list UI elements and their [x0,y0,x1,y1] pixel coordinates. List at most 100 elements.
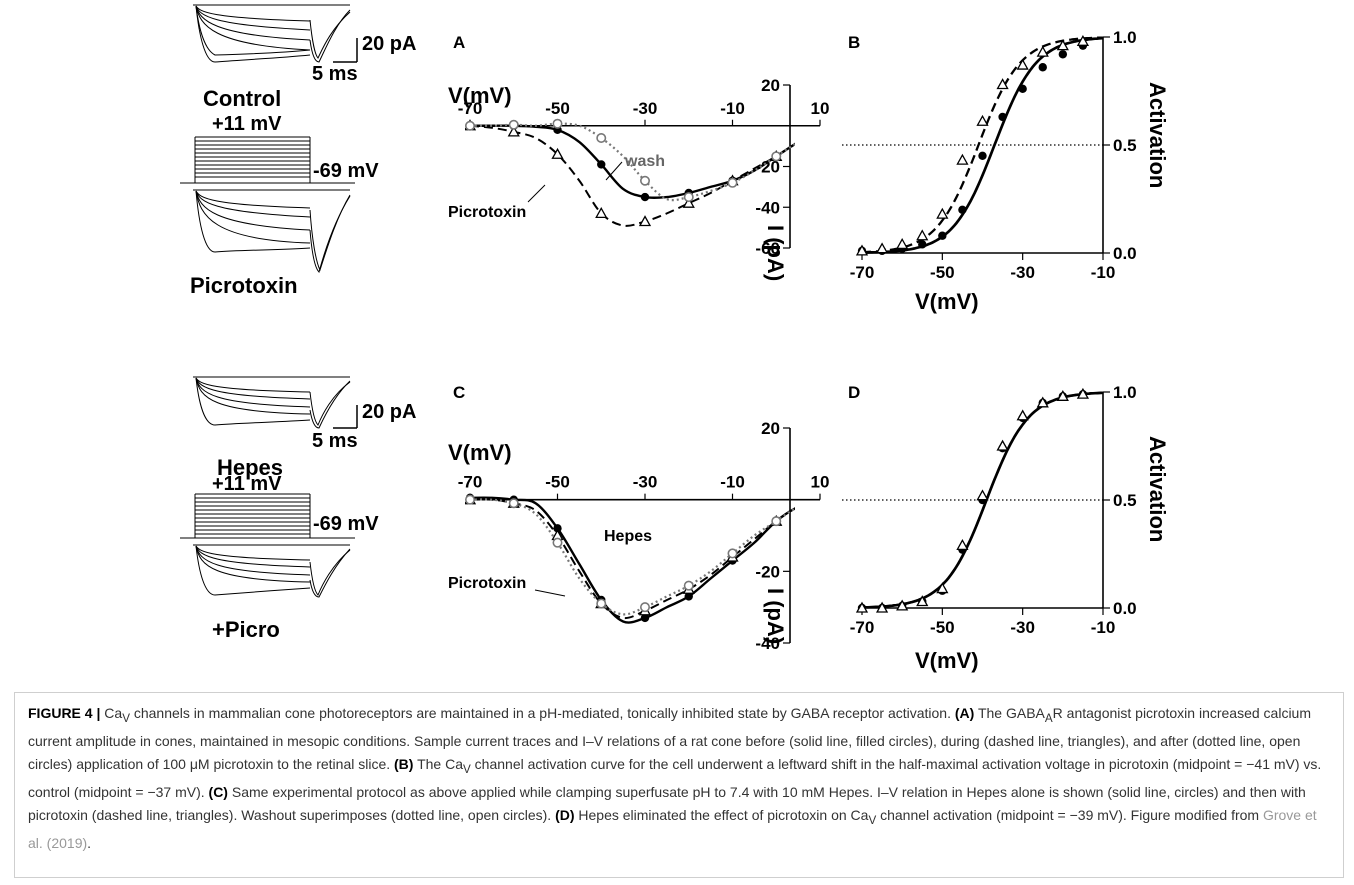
panel-d-axes: -70 -50 -30 -100.0 0.5 1.0 [842,383,1137,637]
panel-a-series-2-point [465,120,475,131]
panel-d-y-tick-label: 0.0 [1113,599,1137,618]
panel-a-series-1-point [507,125,520,137]
panel-d-series-1-point [996,439,1009,451]
panel-a-series [465,118,795,227]
panel-d-series-1-point [1036,396,1049,408]
panel-a-letter: A [453,33,465,52]
hepes-label: Hepes [217,455,283,480]
picrotoxin-annotation-line [527,184,546,203]
caption-text: . [87,834,92,851]
panel-b-x-tick-label: -70 [850,263,875,282]
panel-c-series-2-point [683,580,694,591]
wash-annotation: wash [624,153,665,170]
panel-d-series-1-point [916,595,929,607]
picro-traces [193,544,351,598]
panel-b-series-0-point [1058,50,1068,59]
figure-canvas: 20 pA 5 ms Control +11 mV -69 mV Picroto… [180,4,1170,673]
panel-c-series-2-point [639,602,650,613]
panel-b-x-tick-label: -30 [1010,263,1035,282]
panel-c-series-0-point [553,524,562,533]
panel-a-series-1-point [595,207,608,219]
caption-box [14,692,1344,878]
panel-c-series-2-point [596,598,607,609]
panel-a-series-2-point [639,175,650,186]
panel-a-yaxis-label: I (pA) [763,225,788,281]
panel-a-x-tick-label: -70 [458,99,483,118]
panel-c-series-0-point [684,592,693,601]
panel-a-x-tick-label: -10 [720,99,745,118]
panel-c-y-tick-label: -40 [755,634,780,653]
panel-b-series-1-point [1076,34,1090,46]
panel-c-series-2-point [771,516,782,527]
panel-b-series-0-point [958,205,967,214]
ca-sub: V [868,813,877,827]
reference-link[interactable]: Grove et al. (2019) [28,806,1317,851]
panel-a-series-2-point [508,119,519,130]
picrotoxin-traces [193,189,351,273]
panel-b-series-1-point [1016,58,1029,70]
panel-c-series-2-line [469,498,795,616]
panel-d-series-1-point [956,539,969,551]
caption-text: Hepes eliminated the effect of picrotoxi… [574,806,851,823]
caption-text: channel activation curve for the cell un… [28,755,1322,801]
step-top-voltage: +11 mV [212,473,282,495]
panel-a-series-2-point [683,192,694,203]
panel-b-series-0-point [1018,84,1027,94]
panel-a-y-tick-label: -40 [755,198,780,217]
picrotoxin-annotation-line [534,589,566,597]
panel-a: A V(mV) -70 -50 -30 -10 10 20 -20 -40 -60 wash P… [448,33,829,281]
panel-d-letter: D [848,383,860,402]
panel-a-y-tick-label: -60 [755,239,780,258]
panel-d-series-1-point [1056,389,1069,401]
panel-b-y-tick-label: 0.5 [1113,136,1137,155]
panel-b-series [855,34,1104,256]
panel-d-series-1-point [1076,387,1090,399]
panel-b-series-1-point [896,238,909,250]
panel-d-x-tick-label: -70 [850,618,875,637]
control-traces [193,4,351,63]
panel-a-series-1-point [682,196,695,208]
panel-c-x-tick-label: -50 [545,473,570,492]
scale-bar-top [333,38,358,63]
scale-amp-label: 20 pA [362,401,416,423]
panel-b-series-1-point [1036,45,1049,57]
voltage-step-protocol-top [180,136,355,184]
panel-a-xaxis-label: V(mV) [448,83,512,108]
panel-a-y-tick-label: -20 [755,158,780,177]
panel-a-series-2-point [771,151,782,162]
panel-b-axes: -70 -50 -30 -100.0 0.5 1.0 [842,28,1137,282]
panel-c-xaxis-label: V(mV) [448,440,512,465]
trace-block-bottom: 20 pA 5 ms Hepes +11 mV -69 mV +Picro [180,376,416,642]
step-top-voltage: +11 mV [212,113,282,135]
panel-b-xaxis-label: V(mV) [915,289,979,314]
panel-d-series-1-point [896,599,909,611]
scale-time-label: 5 ms [312,430,358,452]
panel-b-series-0-point [998,112,1007,122]
panel-b-x-tick-label: -50 [930,263,955,282]
panel-b-series-1-point [875,242,889,254]
panel-d-series-1-point [1016,409,1029,421]
ca-base: Ca [104,705,123,721]
panel-b-x-tick-label: -10 [1091,263,1116,282]
panel-b-series-1-point [916,229,929,241]
picro-label: +Picro [212,617,280,642]
panel-d-xaxis-label: V(mV) [915,648,979,673]
panel-a-series-1-point [638,215,652,227]
panel-a-series-2-point [596,132,607,143]
ca-sub: V [122,711,130,725]
panel-d-series [855,387,1104,613]
caption-figure-label: FIGURE 4 [28,705,93,721]
ca-base: Ca [445,755,464,772]
panel-c-y-tick-label: -20 [755,562,780,581]
caption-text: channels in mammalian cone photoreceptor… [129,705,955,721]
caption-text: Same experimental protocol as above appl… [28,784,1306,823]
panel-d-y-tick-label: 1.0 [1113,383,1137,402]
caption-panel-ref: (D) [555,806,575,823]
scale-amp-label: 20 pA [362,33,416,55]
panel-a-series-2-point [727,177,738,188]
panel-c-x-tick-label: -70 [458,473,483,492]
panel-a-series-0-point [640,192,650,202]
panel-a-series-1-point [551,147,564,159]
panel-b-series-0-point [938,231,947,240]
trace-block-top: 20 pA 5 ms Control +11 mV -69 mV Picroto… [180,4,416,298]
